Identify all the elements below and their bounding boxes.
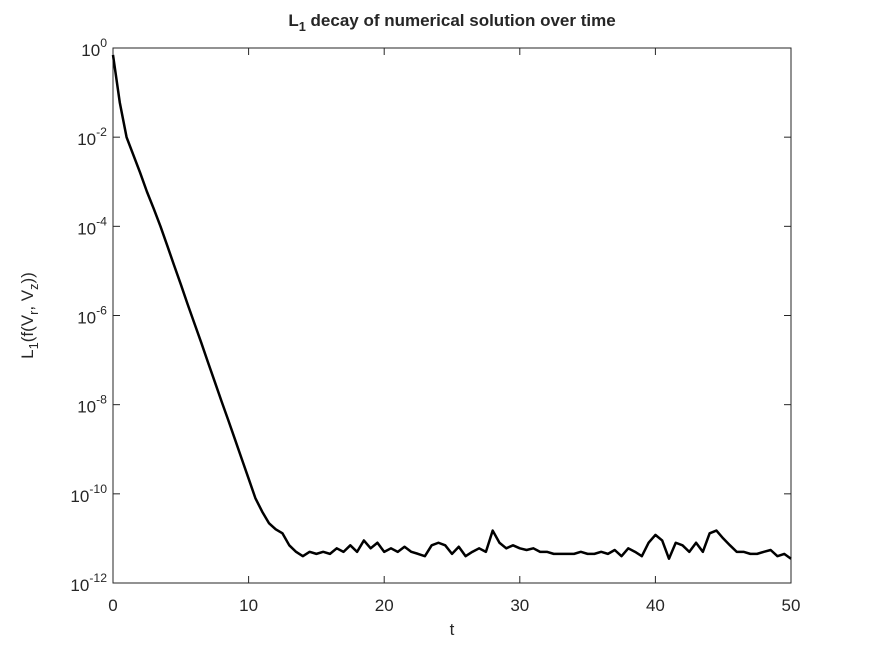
y-axis-label-part: L xyxy=(18,349,37,358)
y-axis-label-part: (f(V xyxy=(18,314,37,342)
y-tick-base: 10 xyxy=(77,219,96,238)
x-tick-label: 0 xyxy=(108,596,117,615)
y-tick-exponent: -12 xyxy=(89,571,107,585)
y-tick-label: 10-4 xyxy=(77,214,107,238)
x-tick-label: 40 xyxy=(646,596,665,615)
x-tick-label: 30 xyxy=(510,596,529,615)
y-tick-label: 10-12 xyxy=(70,571,107,595)
data-line xyxy=(111,54,792,560)
y-axis-label-sub: 1 xyxy=(26,342,41,349)
y-axis-label: L1(f(Vr, Vz)) xyxy=(18,272,41,359)
y-tick-label: 10-6 xyxy=(77,304,107,328)
chart-title-part: L xyxy=(288,11,298,30)
x-tick-label: 50 xyxy=(782,596,801,615)
y-tick-exponent: -4 xyxy=(96,214,107,228)
chart-title-sub: 1 xyxy=(299,19,306,34)
chart-title: L1 decay of numerical solution over time xyxy=(288,11,615,34)
chart-title-part: decay of numerical solution over time xyxy=(306,11,616,30)
y-axis-label-part: )) xyxy=(18,272,37,283)
x-tick-label: 20 xyxy=(375,596,394,615)
y-tick-label: 100 xyxy=(81,36,107,60)
y-axis-label-sub: r xyxy=(26,310,41,315)
y-tick-exponent: -10 xyxy=(89,482,107,496)
y-tick-exponent: -6 xyxy=(96,304,107,318)
y-axis-label-sub: z xyxy=(26,283,41,289)
x-axis-label: t xyxy=(450,620,455,639)
y-tick-label: 10-8 xyxy=(77,393,107,417)
y-tick-exponent: -2 xyxy=(96,125,107,139)
y-tick-base: 10 xyxy=(70,576,89,595)
y-tick-base: 10 xyxy=(77,130,96,149)
y-tick-base: 10 xyxy=(81,41,100,60)
y-tick-label: 10-10 xyxy=(70,482,107,506)
y-tick-label: 10-2 xyxy=(77,125,107,149)
y-tick-base: 10 xyxy=(77,309,96,328)
y-tick-exponent: 0 xyxy=(100,36,107,50)
x-tick-label: 10 xyxy=(239,596,258,615)
y-axis-label-part: , V xyxy=(18,289,37,310)
y-tick-base: 10 xyxy=(77,398,96,417)
y-tick-exponent: -8 xyxy=(96,393,107,407)
y-tick-base: 10 xyxy=(70,487,89,506)
